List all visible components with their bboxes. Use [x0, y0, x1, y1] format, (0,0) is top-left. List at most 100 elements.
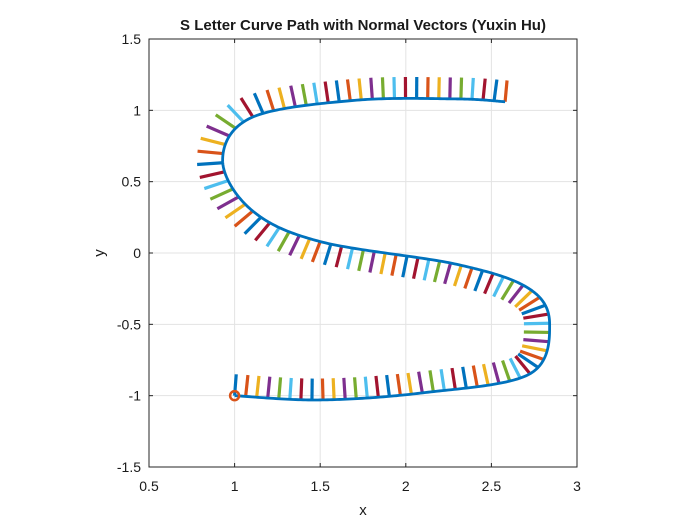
normal-vector: [323, 81, 330, 104]
normal-vector: [471, 365, 479, 388]
x-tick-label: 1: [231, 478, 239, 494]
normal-vector: [518, 295, 541, 312]
normal-vector: [224, 202, 247, 220]
normal-vector: [252, 92, 265, 115]
normal-vector: [507, 284, 525, 305]
normal-vector: [521, 344, 548, 353]
normal-vector: [428, 370, 435, 392]
normal-vector: [523, 337, 550, 344]
normal-vector: [517, 352, 539, 369]
normal-vector: [491, 362, 501, 384]
normal-vector: [380, 77, 385, 99]
normal-vector: [363, 376, 369, 399]
normal-vector: [432, 260, 442, 283]
normal-vector: [417, 371, 424, 394]
normal-vector: [439, 368, 446, 391]
normal-vector: [443, 262, 453, 285]
normal-vector: [459, 77, 464, 100]
normal-vector: [492, 79, 499, 102]
y-tick-label: 0: [133, 245, 141, 261]
normal-vector: [411, 257, 420, 280]
normal-vector: [277, 377, 283, 399]
curve-path-layer: [221, 96, 552, 402]
normal-vector: [514, 355, 532, 375]
x-tick-label: 1.5: [310, 478, 330, 494]
normal-vector: [255, 375, 261, 398]
normal-vector: [244, 374, 250, 397]
normal-vector: [500, 279, 515, 301]
chart-title: S Letter Curve Path with Normal Vectors …: [180, 17, 546, 34]
normal-vector: [320, 378, 325, 400]
normal-vector: [357, 249, 365, 272]
normal-vector: [239, 97, 255, 118]
normal-vector: [209, 187, 234, 201]
normal-vector: [342, 377, 347, 400]
y-tick-label: -0.5: [117, 316, 141, 332]
y-tick-label: 1: [133, 102, 141, 118]
normal-vector: [401, 255, 409, 278]
normal-vector: [492, 276, 505, 298]
normal-vector: [200, 136, 226, 147]
normal-vector: [277, 87, 287, 109]
normal-vector: [289, 85, 297, 108]
normal-vector: [523, 312, 549, 320]
normal-vector: [265, 226, 281, 248]
normal-vector: [395, 373, 402, 396]
normal-vector: [233, 209, 254, 228]
y-tick-label: 1.5: [122, 31, 142, 47]
normal-vector: [288, 234, 301, 256]
normal-vector: [206, 124, 231, 138]
normal-vector: [299, 238, 312, 260]
normal-vector: [322, 243, 333, 266]
y-axis-label: y: [91, 249, 108, 257]
normal-vector: [452, 264, 463, 287]
normal-vector: [226, 104, 245, 124]
normal-vector: [276, 231, 291, 252]
y-tick-label: 0.5: [122, 174, 142, 190]
y-tick-label: -1.5: [117, 459, 141, 475]
normal-vector: [266, 376, 272, 399]
normal-vector: [385, 374, 391, 397]
normal-vector: [514, 289, 534, 309]
y-tick-label: -1: [129, 388, 142, 404]
normal-vector: [334, 245, 344, 268]
normal-vector: [203, 179, 229, 191]
normal-vector: [463, 267, 474, 289]
start-marker-layer: [228, 389, 241, 402]
normal-vector: [243, 216, 263, 235]
x-axis-label: x: [359, 502, 367, 519]
normal-vector: [483, 272, 495, 295]
normal-vector: [299, 378, 304, 400]
normal-vector: [374, 375, 380, 398]
normal-vector: [470, 77, 475, 100]
normal-vector: [450, 367, 457, 390]
normal-vector: [357, 78, 363, 100]
normal-vector: [508, 357, 522, 379]
normal-vector: [197, 161, 223, 167]
normal-vector: [199, 170, 225, 179]
normal-vector: [481, 363, 490, 386]
normal-vector: [310, 241, 322, 263]
normal-vector: [473, 269, 485, 292]
normal-vector: [265, 89, 276, 112]
normal-vector: [368, 251, 376, 273]
normal-vector: [312, 82, 319, 105]
normal-vector: [379, 252, 387, 275]
normal-vector: [345, 247, 355, 270]
x-tick-label: 3: [573, 478, 581, 494]
normal-vector: [503, 80, 509, 102]
normal-vector: [300, 83, 308, 106]
x-tick-label: 2.5: [482, 478, 502, 494]
normal-vector: [352, 377, 358, 399]
normal-vector: [501, 359, 512, 382]
normal-vector: [214, 113, 237, 130]
normal-vector: [521, 303, 546, 316]
normal-vector: [422, 258, 431, 281]
normal-vector: [254, 221, 272, 242]
normal-vector: [345, 79, 352, 101]
x-tick-label: 2: [402, 478, 410, 494]
normal-vector: [216, 195, 240, 211]
normal-vector: [481, 78, 487, 101]
normal-vector: [334, 80, 341, 102]
